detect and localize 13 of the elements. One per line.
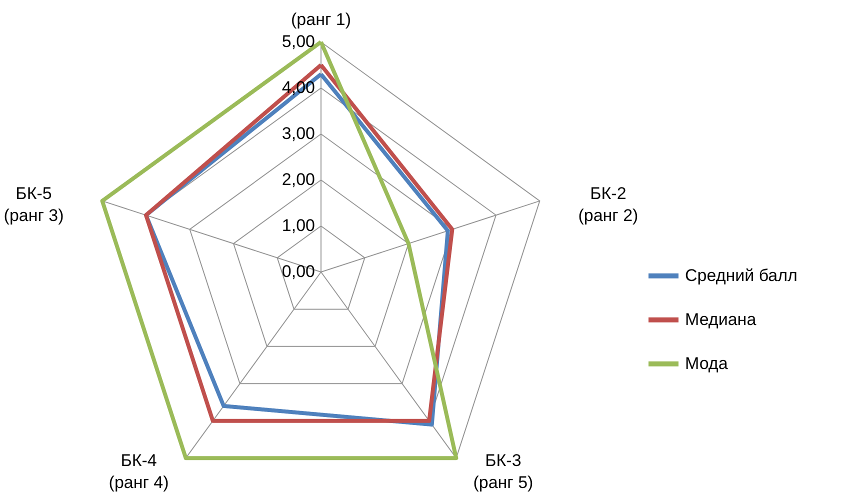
spoke-label: БК-2 (ранг 2): [578, 184, 638, 226]
y-tick-label: 3,00: [282, 124, 315, 143]
y-tick-label: 2,00: [282, 170, 315, 189]
spoke-label: БК-4 (ранг 4): [108, 451, 169, 492]
legend-label: Медиана: [685, 310, 757, 329]
legend-label: Средний балл: [685, 266, 798, 285]
y-tick-label: 1,00: [282, 216, 315, 235]
spoke-label: (ранг 1): [291, 10, 351, 29]
y-tick-label: 5,00: [282, 32, 315, 51]
spoke-label: БК-5 (ранг 3): [4, 184, 64, 226]
y-tick-label: 0,00: [282, 262, 315, 281]
spoke-label: БК-3 (ранг 5): [473, 451, 534, 492]
legend-label: Мода: [685, 354, 728, 373]
